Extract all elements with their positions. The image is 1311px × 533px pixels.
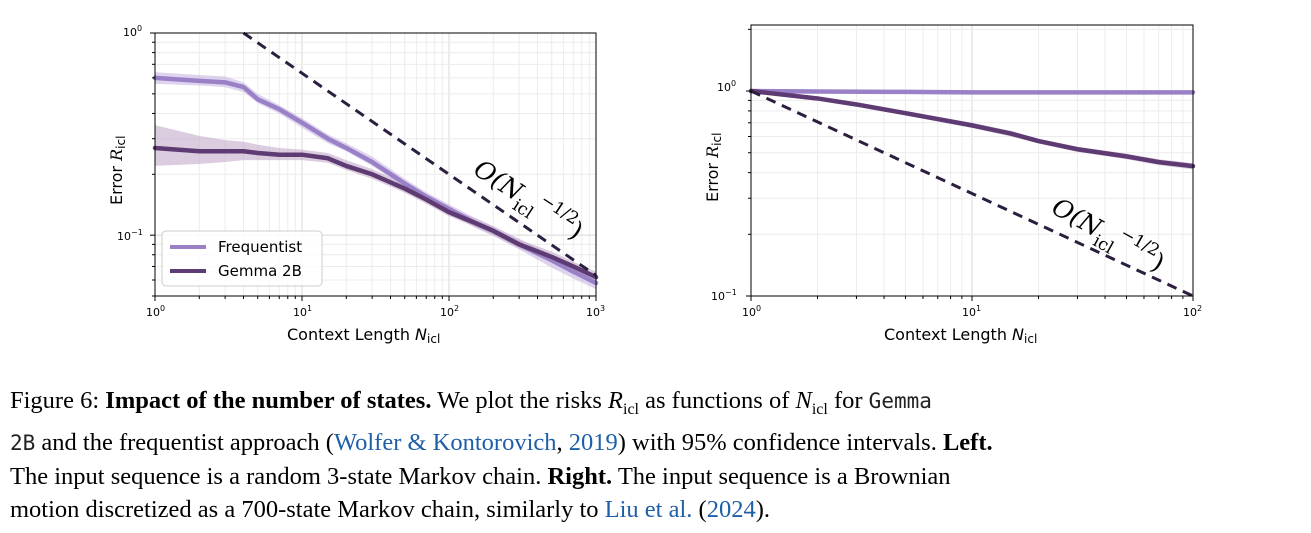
reference-rate-line [750, 89, 1194, 298]
caption-text-5: ) with 95% confidence intervals. [617, 428, 943, 456]
left-series-lines [152, 75, 599, 286]
left-ticks [150, 32, 597, 301]
legend-label-frequentist: Frequentist [218, 238, 302, 256]
left-ytick-label-0: 100 [123, 24, 142, 39]
left-xtick-label-0: 100 [146, 304, 165, 319]
right-x-axis-title: Context Length Nicl [884, 325, 1037, 346]
caption-cite-sep: , [556, 428, 569, 456]
caption-text-4: and the frequentist approach ( [35, 428, 334, 456]
citation-wolfer-link[interactable]: Wolfer & Kontorovich [333, 428, 557, 456]
right-chart: 100 10−1 100 101 102 Context Length Nicl… [703, 24, 1202, 346]
figure-caption: Figure 6: Impact of the number of states… [10, 384, 1305, 526]
caption-text-9: ). [755, 495, 771, 523]
caption-line-2: 2B and the frequentist approach (Wolfer … [10, 426, 1305, 460]
figure-6: 100 10−1 100 101 102 103 Context Length … [107, 24, 1202, 346]
caption-risk-symbol: R [608, 387, 623, 414]
reference-rate-line [242, 31, 597, 277]
caption-left-label: Left. [942, 428, 993, 456]
ci-band-frequentist [155, 72, 596, 290]
left-x-axis-title: Context Length Nicl [287, 325, 440, 346]
caption-text-2: as functions of [639, 387, 796, 414]
caption-line-1: Figure 6: Impact of the number of states… [10, 384, 1305, 426]
left-plot-frame [154, 32, 597, 297]
caption-title: Impact of the number of states. [105, 387, 432, 414]
right-reference-line [750, 89, 1194, 298]
left-confidence-bands [155, 72, 596, 290]
right-grid [750, 25, 1193, 297]
citation-liu-link[interactable]: Liu et al. [604, 495, 693, 523]
left-xtick-label-2: 102 [440, 304, 459, 319]
caption-text-3: for [827, 387, 869, 414]
caption-text-6: The input sequence is a random 3-state M… [10, 462, 548, 490]
series-line-gemma [748, 88, 1196, 169]
legend: Frequentist Gemma 2B [161, 230, 323, 287]
caption-right-label: Right. [547, 462, 613, 490]
right-ytick-label-0: 100 [717, 79, 736, 94]
right-series-lines [748, 88, 1196, 169]
legend-label-gemma: Gemma 2B [218, 262, 302, 280]
left-rate-annotation: O(Nicl−1/2) [465, 150, 591, 251]
caption-model-name-1: Gemma [868, 389, 932, 413]
left-reference-line [242, 31, 597, 277]
left-y-axis-title: Error Ricl [107, 136, 128, 205]
ci-band-gemma [155, 125, 596, 283]
citation-wolfer-year-link[interactable]: 2019 [568, 428, 618, 456]
right-xtick-label-2: 102 [1183, 304, 1202, 319]
caption-text-8: motion discretized as a 700-state Markov… [10, 495, 605, 523]
caption-text-7: The input sequence is a Brownian [612, 462, 951, 490]
caption-fig-label: Figure 6: [10, 387, 106, 414]
series-line-frequentist [748, 88, 1196, 95]
caption-n-symbol: N [795, 387, 812, 414]
right-y-axis-title: Error Ricl [703, 133, 724, 202]
caption-cite2-open: ( [692, 495, 707, 523]
right-ytick-label-m1: 10−1 [711, 288, 737, 303]
series-line-gemma [152, 145, 599, 280]
caption-text-1: We plot the risks [431, 387, 609, 414]
left-xtick-label-3: 103 [586, 304, 605, 319]
left-chart: 100 10−1 100 101 102 103 Context Length … [107, 24, 605, 346]
citation-liu-year-link[interactable]: 2024 [706, 495, 756, 523]
right-xtick-label-1: 101 [962, 304, 981, 319]
caption-n-sub: icl [811, 400, 828, 418]
left-ytick-label-m1: 10−1 [117, 228, 143, 243]
left-xtick-label-1: 101 [293, 304, 312, 319]
caption-line-4: motion discretized as a 700-state Markov… [10, 493, 1305, 526]
caption-model-name-2: 2B [10, 430, 36, 455]
caption-line-3: The input sequence is a random 3-state M… [10, 460, 1305, 493]
right-ticks [746, 28, 1194, 301]
caption-risk-sub: icl [623, 400, 639, 418]
right-xtick-label-0: 100 [742, 304, 761, 319]
